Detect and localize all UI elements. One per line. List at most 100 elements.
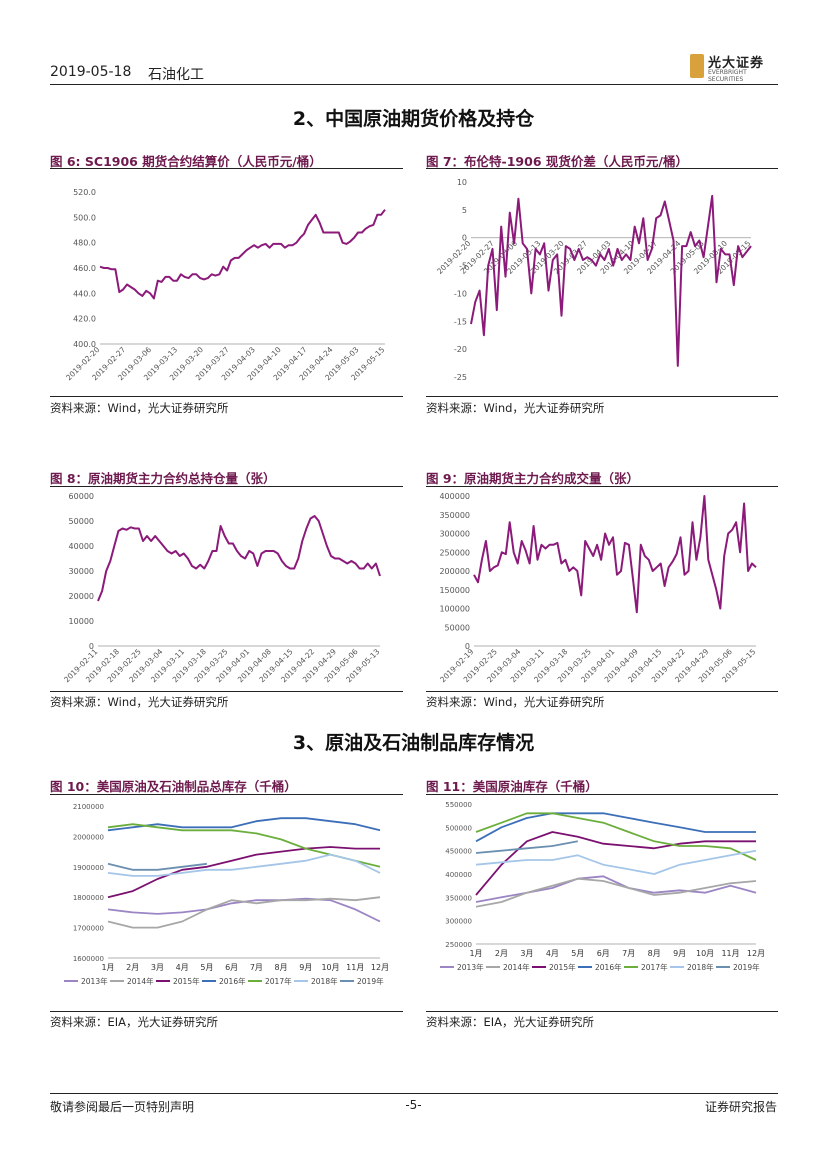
series-line-2015年: [107, 846, 380, 899]
y-tick-label: 100000: [439, 605, 470, 614]
series-line-2016年: [475, 812, 756, 843]
y-tick-label: 400000: [445, 871, 472, 879]
series-line-2019年: [107, 862, 208, 871]
x-tick-label: 1月: [101, 963, 114, 972]
y-tick-label: 300000: [439, 530, 470, 539]
y-tick-label: 550000: [445, 801, 472, 809]
header-section: 石油化工: [148, 67, 204, 83]
y-tick-label: 400.0: [73, 340, 96, 349]
section-title-inventory: 3、原油及石油制品库存情况: [292, 732, 535, 754]
x-tick-label: 5月: [200, 963, 213, 972]
logo-icon: [690, 54, 704, 78]
series-line: [470, 194, 752, 367]
series-line-2017年: [475, 812, 757, 861]
series-line: [473, 495, 757, 614]
y-tick-label: 420.0: [73, 315, 96, 324]
series-line-2019年: [475, 840, 578, 854]
series-line-2016年: [107, 817, 381, 832]
legend-label: 2013年: [81, 976, 108, 986]
y-tick-label: 500000: [445, 824, 472, 832]
fig10-bottom-divider: [50, 1011, 403, 1012]
fig10-divider: [50, 794, 403, 795]
y-tick-label: 60000: [69, 492, 94, 501]
legend-label: 2015年: [549, 962, 576, 972]
legend-label: 2015年: [173, 976, 200, 986]
y-tick-label: 1700000: [73, 925, 104, 933]
y-tick-label: 50000: [445, 623, 470, 632]
y-tick-label: 30000: [69, 567, 94, 576]
y-tick-label: 250000: [445, 941, 472, 949]
series-line: [97, 515, 381, 602]
x-tick-label: 2月: [126, 963, 139, 972]
fig8-title: 图 8：原油期货主力合约总持仓量（张）: [50, 471, 276, 486]
section-title-futures: 2、中国原油期货价格及持仓: [292, 108, 535, 130]
y-tick-label: 200000: [439, 567, 470, 576]
x-tick-label: 4月: [176, 963, 189, 972]
legend-label: 2017年: [641, 962, 668, 972]
fig7-chart: 1050-5-10-15-20-252019-02-202019-02-2720…: [435, 178, 752, 382]
fig10-chart: 2100000 2000000 1900000 1800000 1700000 16000…: [64, 803, 389, 986]
x-tick-label: 2月: [495, 949, 508, 958]
x-tick-label: 6月: [597, 949, 610, 958]
fig6-chart: 520.0500.0480.0460.0440.0420.0400.02019-…: [64, 188, 386, 382]
x-tick-label: 7月: [250, 963, 263, 972]
header-divider: [50, 84, 778, 85]
x-tick-label: 1月: [469, 949, 482, 958]
y-tick-label: 50000: [69, 517, 94, 526]
logo-name: 光大证券: [708, 56, 765, 71]
fig11-divider: [426, 794, 778, 795]
fig6-title: 图 6: SC1906 期货合约结算价（人民币元/桶）: [50, 154, 322, 169]
y-tick-label: -10: [454, 289, 467, 298]
y-tick-label: 2000000: [73, 833, 104, 841]
fig9-bottom-divider: [426, 691, 778, 692]
legend-label: 2016年: [595, 962, 622, 972]
legend-label: 2018年: [687, 962, 714, 972]
legend-label: 2016年: [219, 976, 246, 986]
y-tick-label: 40000: [69, 542, 94, 551]
legend-label: 2018年: [311, 976, 338, 986]
x-tick-label: 5月: [571, 949, 584, 958]
fig7-bottom-divider: [426, 396, 778, 397]
y-tick-label: 1600000: [73, 955, 104, 963]
x-tick-label: 10月: [696, 949, 714, 958]
x-tick-label: 9月: [673, 949, 686, 958]
fig8-divider: [50, 486, 403, 487]
x-tick-label: 12月: [747, 949, 765, 958]
x-tick-label: 11月: [346, 963, 364, 972]
y-tick-label: 5: [462, 206, 467, 215]
series-line-2017年: [107, 823, 381, 868]
y-tick-label: 440.0: [73, 289, 96, 298]
x-tick-label: 10月: [321, 963, 339, 972]
y-tick-label: 460.0: [73, 264, 96, 273]
x-tick-label: 8月: [648, 949, 661, 958]
page-number: -5-: [405, 1098, 422, 1112]
series-line: [99, 209, 386, 300]
series-line-2014年: [107, 896, 381, 929]
legend-label: 2013年: [457, 962, 484, 972]
y-tick-label: 1800000: [73, 894, 104, 902]
footer-report-type: 证券研究报告: [704, 1100, 777, 1114]
fig11-bottom-divider: [426, 1011, 778, 1012]
series-line-2014年: [475, 877, 757, 908]
fig10-title: 图 10：美国原油及石油制品总库存（千桶）: [50, 779, 297, 794]
y-tick-label: 150000: [439, 586, 470, 595]
fig7-divider: [426, 168, 778, 169]
x-tick-label: 12月: [371, 963, 389, 972]
x-tick-label: 3月: [520, 949, 533, 958]
y-tick-label: 10000: [69, 617, 94, 626]
y-tick-label: 20000: [69, 592, 94, 601]
fig8-chart: 60000500004000030000200001000002019-02-1…: [62, 492, 381, 684]
fig10-source: 资料来源：EIA，光大证券研究所: [50, 1015, 219, 1029]
fig9-title: 图 9：原油期货主力合约成交量（张）: [426, 471, 640, 486]
fig6-divider: [50, 168, 403, 169]
y-tick-label: -25: [454, 373, 467, 382]
fig9-source: 资料来源：Wind，光大证券研究所: [426, 695, 605, 709]
legend-label: 2014年: [127, 976, 154, 986]
y-tick-label: 0: [462, 234, 467, 243]
fig8-bottom-divider: [50, 691, 403, 692]
y-tick-label: 350000: [439, 511, 470, 520]
y-tick-label: 250000: [439, 548, 470, 557]
legend-label: 2019年: [357, 976, 384, 986]
y-tick-label: 400000: [439, 492, 470, 501]
y-tick-label: 1900000: [73, 864, 104, 872]
